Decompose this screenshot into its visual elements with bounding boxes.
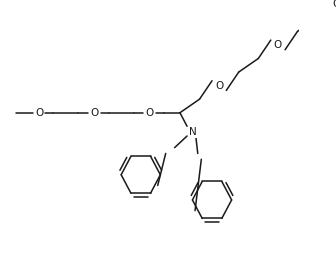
- Text: O: O: [35, 108, 43, 118]
- Text: O: O: [274, 40, 282, 50]
- Text: O: O: [333, 0, 336, 9]
- Text: N: N: [188, 127, 196, 137]
- Text: O: O: [215, 81, 223, 91]
- Text: O: O: [145, 108, 154, 118]
- Text: O: O: [90, 108, 98, 118]
